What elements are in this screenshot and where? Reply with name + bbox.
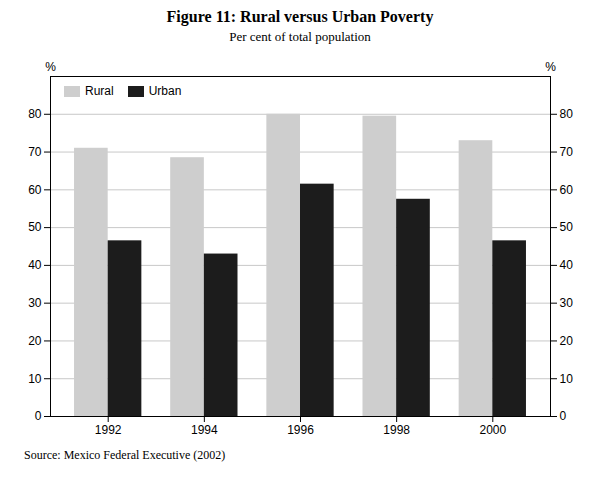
svg-text:10: 10 (28, 372, 42, 386)
svg-text:50: 50 (28, 220, 42, 234)
svg-text:0: 0 (560, 409, 567, 423)
svg-text:60: 60 (560, 183, 574, 197)
svg-text:50: 50 (560, 220, 574, 234)
html-text:Urban: Urban (148, 84, 182, 98)
svg-text:%: % (45, 60, 56, 74)
svg-text:10: 10 (560, 372, 574, 386)
svg-text:30: 30 (560, 296, 574, 310)
svg-text:0: 0 (35, 409, 42, 423)
svg-text:40: 40 (560, 258, 574, 272)
html-text:Figure 11: Rural versus Urban: Figure 11: Rural versus Urban Poverty (166, 8, 434, 25)
svg-text:40: 40 (28, 258, 42, 272)
svg-text:1996: 1996 (287, 423, 314, 437)
svg-text:70: 70 (28, 145, 42, 159)
svg-text:20: 20 (28, 334, 42, 348)
svg-text:1994: 1994 (191, 423, 218, 437)
svg-text:2000: 2000 (479, 423, 506, 437)
svg-text:60: 60 (28, 183, 42, 197)
svg-text:20: 20 (560, 334, 574, 348)
svg-text:30: 30 (28, 296, 42, 310)
svg-text:80: 80 (28, 107, 42, 121)
html-text:Per cent of total population: Per cent of total population (229, 29, 371, 44)
svg-text:%: % (545, 60, 556, 74)
html-text:Source: Mexico Federal Executi: Source: Mexico Federal Executive (2002) (24, 448, 226, 462)
svg-text:80: 80 (560, 107, 574, 121)
svg-text:1998: 1998 (383, 423, 410, 437)
svg-text:1992: 1992 (95, 423, 122, 437)
svg-text:70: 70 (560, 145, 574, 159)
html-text:Rural: Rural (85, 84, 114, 98)
